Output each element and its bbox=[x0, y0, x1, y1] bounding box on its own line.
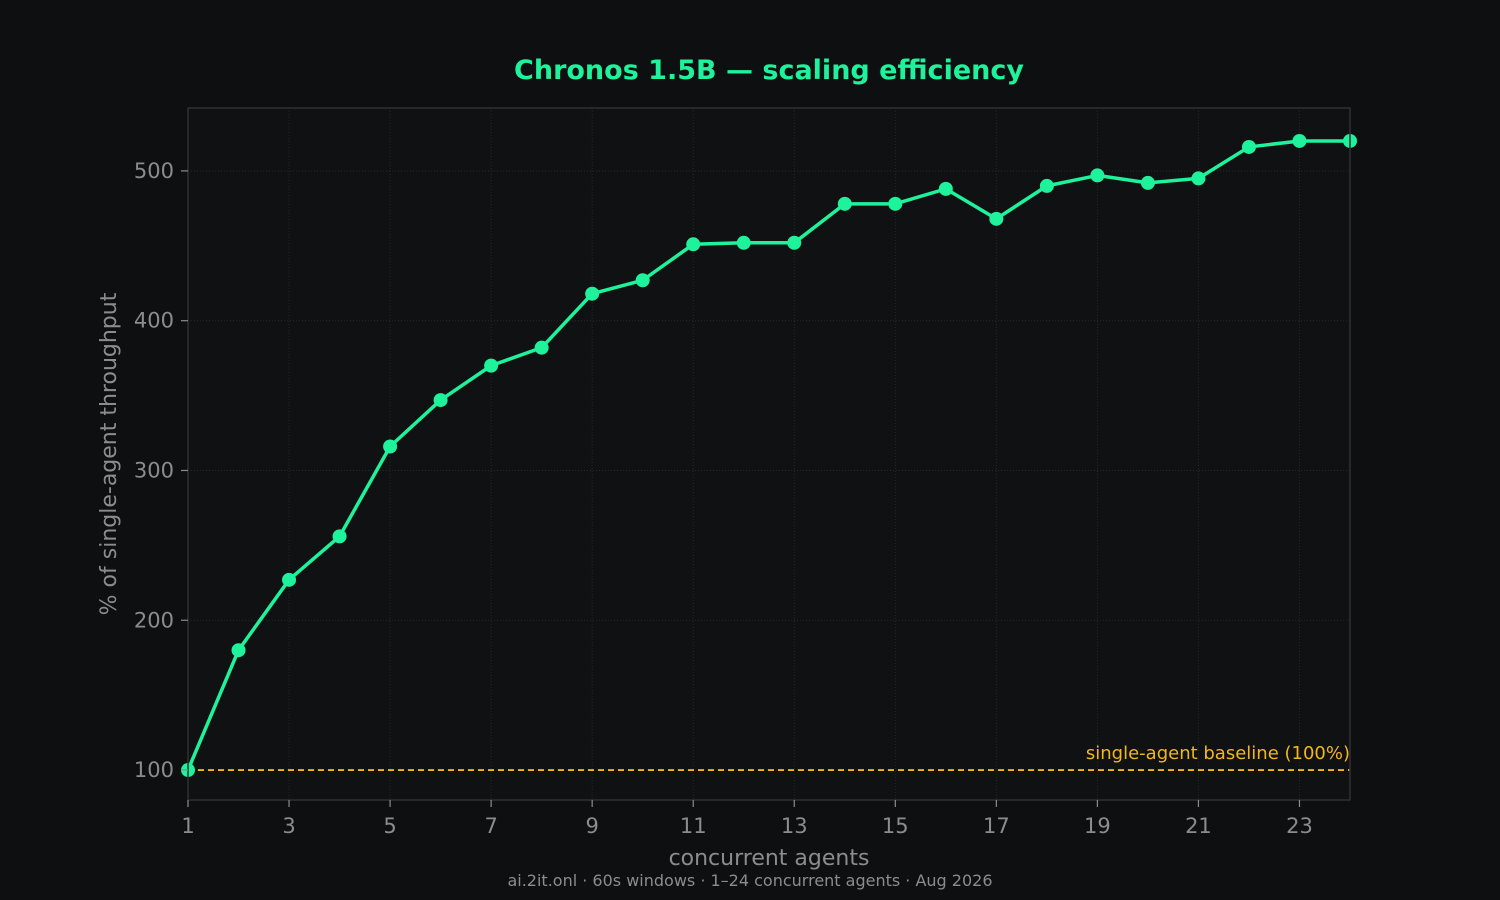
data-point bbox=[989, 211, 1004, 226]
data-point bbox=[383, 439, 398, 454]
data-point bbox=[837, 196, 852, 211]
data-point bbox=[433, 393, 448, 408]
x-tick-label: 15 bbox=[882, 814, 909, 838]
plot-area bbox=[188, 108, 1350, 800]
data-point bbox=[686, 237, 701, 252]
x-tick-label: 21 bbox=[1185, 814, 1212, 838]
data-point bbox=[1090, 168, 1105, 183]
y-axis-ticks: 100 200 300 400 500 bbox=[134, 159, 188, 782]
data-point bbox=[787, 235, 802, 250]
x-tick-label: 19 bbox=[1084, 814, 1111, 838]
x-tick-label: 3 bbox=[282, 814, 295, 838]
y-tick-label: 400 bbox=[134, 309, 174, 333]
data-point bbox=[231, 643, 246, 658]
series-layer bbox=[181, 133, 1357, 778]
data-point bbox=[1292, 133, 1307, 148]
footer-note: ai.2it.onl · 60s windows · 1–24 concurre… bbox=[507, 871, 992, 890]
series-line bbox=[186, 139, 1352, 772]
x-tick-label: 17 bbox=[983, 814, 1010, 838]
data-point bbox=[1191, 171, 1206, 186]
x-tick-label: 11 bbox=[680, 814, 707, 838]
x-tick-label: 9 bbox=[585, 814, 598, 838]
data-point bbox=[484, 358, 499, 373]
x-tick-label: 1 bbox=[181, 814, 194, 838]
y-axis-label: % of single-agent throughput bbox=[97, 292, 122, 615]
grid-lines bbox=[187, 108, 1350, 800]
x-tick-label: 7 bbox=[484, 814, 497, 838]
y-tick-label: 200 bbox=[134, 608, 174, 632]
y-tick-label: 100 bbox=[134, 758, 174, 782]
data-point bbox=[534, 340, 549, 355]
plot-frame bbox=[187, 107, 1351, 801]
data-point bbox=[332, 529, 347, 544]
y-tick-label: 300 bbox=[134, 458, 174, 482]
data-point bbox=[736, 235, 751, 250]
x-axis-label: concurrent agents bbox=[669, 846, 870, 871]
chart-title: Chronos 1.5B — scaling efficiency bbox=[514, 55, 1024, 86]
x-tick-label: 13 bbox=[781, 814, 808, 838]
data-point bbox=[938, 181, 953, 196]
data-point bbox=[585, 286, 600, 301]
data-point bbox=[1241, 139, 1256, 154]
data-point bbox=[1140, 175, 1155, 190]
data-point bbox=[1039, 178, 1054, 193]
x-tick-label: 23 bbox=[1286, 814, 1313, 838]
baseline-label: single-agent baseline (100%) bbox=[1086, 743, 1350, 764]
data-point bbox=[282, 572, 297, 587]
data-point bbox=[888, 196, 903, 211]
x-tick-label: 5 bbox=[383, 814, 396, 838]
x-axis-ticks: 1 3 5 7 9 11 13 15 17 19 21 23 bbox=[181, 800, 1313, 838]
data-point bbox=[635, 273, 650, 288]
y-tick-label: 500 bbox=[134, 159, 174, 183]
